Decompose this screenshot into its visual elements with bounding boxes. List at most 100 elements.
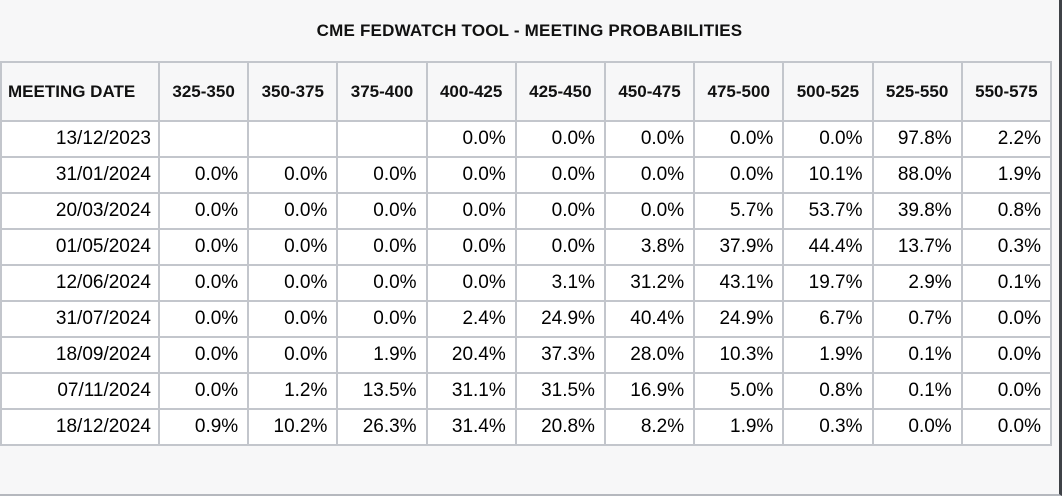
prob-cell: 0.0% <box>336 192 428 230</box>
prob-cell: 0.0% <box>514 192 606 230</box>
prob-cell: 20.4% <box>425 336 517 374</box>
column-header-rate-range: 475-500 <box>693 61 785 122</box>
prob-cell: 5.7% <box>693 192 785 230</box>
column-header-rate-range: 325-350 <box>157 61 250 122</box>
prob-cell: 0.0% <box>157 156 250 194</box>
meeting-probabilities-table: MEETING DATE 325-350 350-375 375-400 400… <box>0 61 1053 446</box>
header-row: MEETING DATE 325-350 350-375 375-400 400… <box>0 61 1053 122</box>
column-header-rate-range: 550-575 <box>960 61 1053 122</box>
prob-cell: 0.8% <box>782 372 874 410</box>
prob-cell: 1.9% <box>693 408 785 446</box>
prob-cell: 0.0% <box>157 192 250 230</box>
prob-cell: 0.0% <box>960 372 1053 410</box>
column-header-rate-range: 450-475 <box>603 61 696 122</box>
prob-cell: 0.8% <box>960 192 1053 230</box>
prob-cell: 1.9% <box>960 156 1053 194</box>
prob-cell: 0.0% <box>247 264 339 302</box>
prob-cell: 0.0% <box>603 156 696 194</box>
prob-cell: 0.0% <box>157 300 250 338</box>
prob-cell: 0.0% <box>336 264 428 302</box>
prob-cell: 13.5% <box>336 372 428 410</box>
column-header-rate-range: 350-375 <box>247 61 339 122</box>
prob-cell: 0.0% <box>157 372 250 410</box>
prob-cell: 0.0% <box>425 264 517 302</box>
table-header: MEETING DATE 325-350 350-375 375-400 400… <box>0 61 1053 122</box>
meeting-date-cell: 31/07/2024 <box>0 300 160 338</box>
prob-cell: 8.2% <box>603 408 696 446</box>
prob-cell: 3.8% <box>603 228 696 266</box>
prob-cell: 37.3% <box>514 336 606 374</box>
prob-cell: 0.1% <box>871 372 963 410</box>
prob-cell: 0.0% <box>336 300 428 338</box>
meeting-date-cell: 13/12/2023 <box>0 120 160 158</box>
prob-cell: 40.4% <box>603 300 696 338</box>
prob-cell: 97.8% <box>871 120 963 158</box>
prob-cell: 0.9% <box>157 408 250 446</box>
prob-cell: 31.5% <box>514 372 606 410</box>
meeting-date-cell: 18/12/2024 <box>0 408 160 446</box>
prob-cell: 26.3% <box>336 408 428 446</box>
prob-cell: 0.0% <box>157 336 250 374</box>
prob-cell: 10.2% <box>247 408 339 446</box>
prob-cell: 3.1% <box>514 264 606 302</box>
table-row: 18/12/2024 0.9% 10.2% 26.3% 31.4% 20.8% 8.2% 1.… <box>0 408 1053 446</box>
table-row: 31/01/2024 0.0% 0.0% 0.0% 0.0% 0.0% 0.0% 0.0% 10… <box>0 156 1053 194</box>
prob-cell: 0.0% <box>425 156 517 194</box>
prob-cell: 5.0% <box>693 372 785 410</box>
prob-cell: 0.0% <box>603 120 696 158</box>
table-row: 01/05/2024 0.0% 0.0% 0.0% 0.0% 0.0% 3.8% 37.9% 4… <box>0 228 1053 266</box>
prob-cell: 0.0% <box>247 192 339 230</box>
prob-cell: 0.0% <box>247 336 339 374</box>
prob-cell: 0.0% <box>425 192 517 230</box>
prob-cell: 0.0% <box>514 228 606 266</box>
prob-cell: 1.2% <box>247 372 339 410</box>
prob-cell <box>157 120 250 158</box>
prob-cell: 0.0% <box>157 228 250 266</box>
prob-cell: 0.0% <box>960 408 1053 446</box>
prob-cell: 0.0% <box>603 192 696 230</box>
prob-cell <box>247 120 339 158</box>
column-header-rate-range: 525-550 <box>871 61 963 122</box>
prob-cell: 0.0% <box>960 300 1053 338</box>
prob-cell: 0.0% <box>693 120 785 158</box>
prob-cell: 0.0% <box>693 156 785 194</box>
prob-cell: 43.1% <box>693 264 785 302</box>
prob-cell: 0.0% <box>960 336 1053 374</box>
prob-cell: 31.2% <box>603 264 696 302</box>
table-row: 31/07/2024 0.0% 0.0% 0.0% 2.4% 24.9% 40.4% 24.9… <box>0 300 1053 338</box>
meeting-date-cell: 01/05/2024 <box>0 228 160 266</box>
prob-cell: 2.2% <box>960 120 1053 158</box>
prob-cell: 1.9% <box>336 336 428 374</box>
prob-cell: 0.0% <box>247 156 339 194</box>
prob-cell: 53.7% <box>782 192 874 230</box>
prob-cell: 39.8% <box>871 192 963 230</box>
prob-cell: 0.0% <box>157 264 250 302</box>
prob-cell: 0.3% <box>960 228 1053 266</box>
prob-cell: 0.1% <box>960 264 1053 302</box>
prob-cell: 24.9% <box>693 300 785 338</box>
column-header-rate-range: 425-450 <box>514 61 606 122</box>
prob-cell: 0.0% <box>514 120 606 158</box>
prob-cell: 31.1% <box>425 372 517 410</box>
prob-cell: 0.0% <box>247 300 339 338</box>
prob-cell: 0.0% <box>782 120 874 158</box>
prob-cell: 31.4% <box>425 408 517 446</box>
prob-cell: 1.9% <box>782 336 874 374</box>
prob-cell: 20.8% <box>514 408 606 446</box>
prob-cell: 24.9% <box>514 300 606 338</box>
prob-cell: 16.9% <box>603 372 696 410</box>
prob-cell: 2.4% <box>425 300 517 338</box>
prob-cell: 44.4% <box>782 228 874 266</box>
prob-cell: 2.9% <box>871 264 963 302</box>
prob-cell: 0.1% <box>871 336 963 374</box>
meeting-date-cell: 07/11/2024 <box>0 372 160 410</box>
meeting-date-cell: 18/09/2024 <box>0 336 160 374</box>
meeting-date-cell: 12/06/2024 <box>0 264 160 302</box>
prob-cell: 0.0% <box>425 228 517 266</box>
prob-cell: 0.0% <box>425 120 517 158</box>
prob-cell: 0.3% <box>782 408 874 446</box>
prob-cell: 0.7% <box>871 300 963 338</box>
prob-cell: 10.3% <box>693 336 785 374</box>
probability-rows: 13/12/2023 0.0% 0.0% 0.0% 0.0% 0.0% 97.8% 2.2% 3… <box>0 120 1053 446</box>
